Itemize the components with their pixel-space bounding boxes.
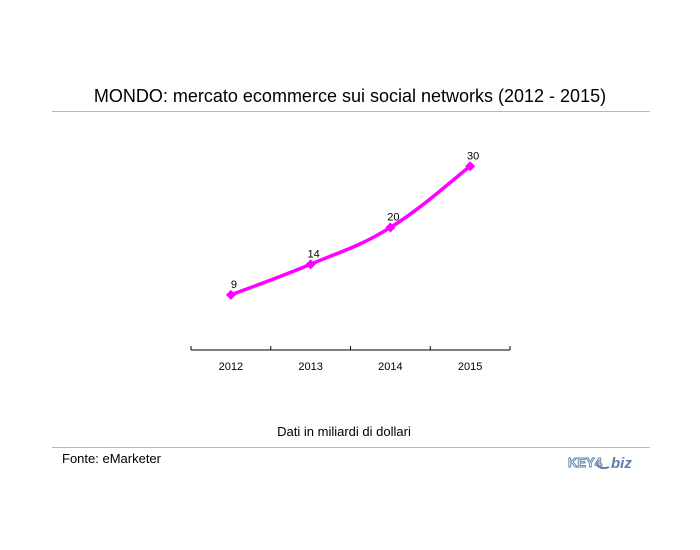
x-tick-label: 2013 — [298, 361, 322, 373]
chart-title: MONDO: mercato ecommerce sui social netw… — [93, 86, 607, 106]
data-point-marker — [385, 222, 396, 233]
svg-text:KEY4: KEY4 — [568, 455, 603, 470]
svg-text:biz: biz — [611, 455, 632, 472]
data-label: 9 — [231, 279, 237, 291]
source-text: Fonte: eMarketer — [62, 451, 161, 466]
data-label: 20 — [387, 212, 399, 224]
data-point-marker — [305, 259, 316, 270]
x-tick-label: 2014 — [378, 361, 402, 373]
key4biz-logo: KEY4 biz — [568, 455, 633, 472]
data-label: 30 — [467, 150, 479, 162]
data-label: 14 — [308, 248, 320, 260]
x-tick-label: 2012 — [219, 361, 243, 373]
x-tick-label: 2015 — [458, 361, 482, 373]
footer-divider — [52, 447, 650, 448]
data-labels: 9 14 20 30 — [231, 150, 479, 291]
series-layer — [225, 161, 476, 300]
x-axis: 2012 2013 2014 2015 — [190, 346, 511, 373]
unit-note: Dati in miliardi di dollari — [277, 424, 411, 439]
series-line — [229, 164, 472, 297]
data-point-marker — [465, 161, 476, 172]
title-divider — [52, 111, 650, 112]
data-point-marker — [225, 289, 236, 300]
